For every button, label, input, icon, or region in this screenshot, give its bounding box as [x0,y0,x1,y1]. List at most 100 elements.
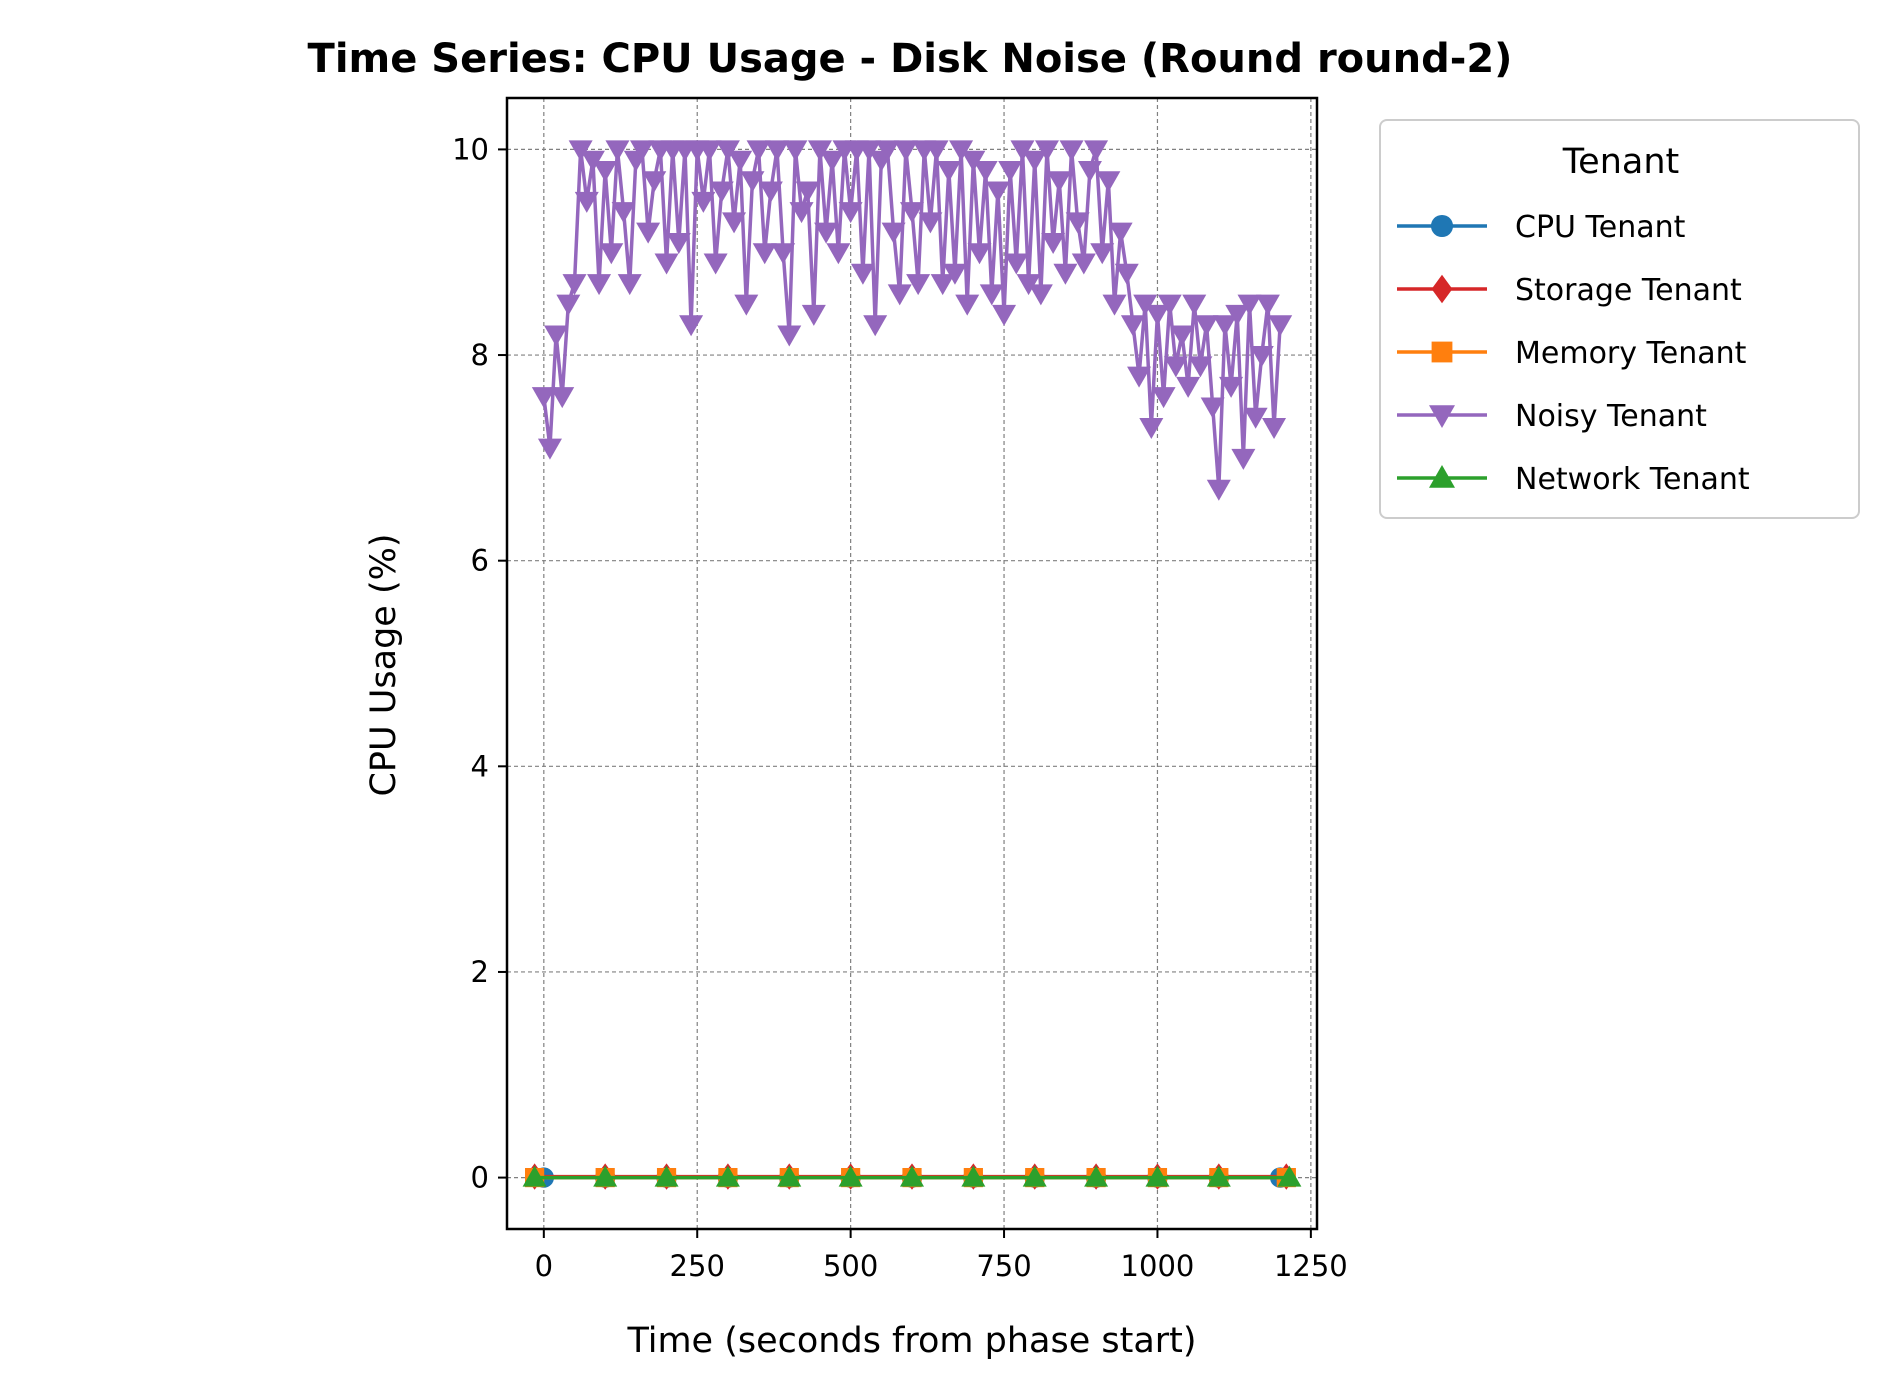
legend-item-storage-tenant: Storage Tenant [1397,273,1742,308]
data-point-noisy-tenant [1237,294,1262,316]
plot-frame [505,96,1319,1231]
legend-item-memory-tenant: Memory Tenant [1397,336,1747,371]
data-point-noisy-tenant [574,191,599,213]
legend-label-cpu-tenant: CPU Tenant [1515,210,1686,245]
data-point-noisy-tenant [679,315,704,337]
tick-layer: 0 250 500 750 1000 1250 0 2 4 6 8 10 [452,132,1348,1283]
x-tick-label: 250 [670,1249,725,1283]
data-point-noisy-tenant [783,140,808,162]
data-point-noisy-tenant [1188,356,1213,378]
data-point-noisy-tenant [857,140,882,162]
data-point-noisy-tenant [967,243,992,265]
data-point-noisy-tenant [1120,315,1145,337]
data-point-noisy-tenant [722,212,747,234]
legend: Tenant CPU Tenant Storage Tenant Memory Te… [1379,119,1860,519]
data-point-noisy-tenant [562,274,587,296]
data-point-noisy-tenant [550,387,575,409]
data-point-noisy-tenant [973,160,998,182]
data-point-noisy-tenant [1022,150,1047,172]
data-point-noisy-tenant [875,140,900,162]
data-point-noisy-tenant [1004,253,1029,275]
data-point-noisy-tenant [1170,325,1194,347]
data-point-noisy-tenant [1249,346,1274,368]
y-tick-label: 10 [452,132,489,166]
data-point-noisy-tenant [838,202,863,224]
data-point-noisy-tenant [1071,253,1096,275]
data-point-network-tenant [900,1165,924,1187]
data-point-noisy-tenant [789,202,814,224]
data-point-noisy-tenant [746,140,771,162]
data-point-noisy-tenant [1145,304,1170,326]
data-point-noisy-tenant [985,181,1010,203]
data-point-noisy-tenant [1206,479,1231,501]
data-point-noisy-tenant [1255,294,1280,316]
data-point-noisy-tenant [605,140,630,162]
data-point-noisy-tenant [1231,448,1256,470]
legend-marker-network-tenant [1429,465,1455,488]
data-point-noisy-tenant [734,294,759,316]
y-tick-label: 4 [471,749,489,783]
data-point-noisy-tenant [1065,212,1090,234]
data-point-noisy-tenant [1262,418,1287,440]
x-tick-label: 750 [976,1249,1031,1283]
data-point-noisy-tenant [1084,140,1109,162]
data-point-noisy-tenant [630,140,654,162]
data-point-noisy-tenant [900,202,924,224]
legend-marker-noisy-tenant [1429,405,1455,428]
data-point-noisy-tenant [979,284,1004,306]
legend-marker-storage-tenant [1431,274,1453,304]
data-point-noisy-tenant [942,263,967,285]
x-tick-label: 1000 [1121,1249,1195,1283]
data-point-noisy-tenant [697,140,722,162]
data-point-noisy-tenant [1077,160,1102,182]
data-point-noisy-tenant [801,304,826,326]
data-point-noisy-tenant [1090,243,1115,265]
data-point-network-tenant [1022,1165,1047,1187]
data-point-noisy-tenant [1176,376,1201,398]
data-point-noisy-tenant [881,222,906,244]
data-point-noisy-tenant [771,243,796,265]
data-point-noisy-tenant [611,202,636,224]
data-point-noisy-tenant [814,222,839,244]
data-point-noisy-tenant [949,140,974,162]
data-point-network-tenant [522,1165,547,1187]
legend-label-memory-tenant: Memory Tenant [1515,336,1747,371]
data-point-network-tenant [593,1165,618,1187]
legend-item-cpu-tenant: CPU Tenant [1397,210,1686,245]
y-tick-label: 2 [471,955,489,989]
data-point-noisy-tenant [709,181,734,203]
data-point-noisy-tenant [1139,418,1164,440]
data-point-network-tenant [1277,1165,1302,1187]
legend-marker-memory-tenant [1431,341,1453,363]
data-point-noisy-tenant [1219,376,1244,398]
legend-items: CPU Tenant Storage Tenant Memory Tenant Noi… [1397,210,1750,497]
data-point-noisy-tenant [1200,397,1225,419]
data-point-network-tenant [1084,1165,1109,1187]
data-point-noisy-tenant [955,294,980,316]
legend-item-noisy-tenant: Noisy Tenant [1397,399,1707,434]
y-axis-label: CPU Usage (%) [364,533,404,796]
data-point-noisy-tenant [992,304,1017,326]
data-point-noisy-tenant [556,294,581,316]
data-point-noisy-tenant [715,140,740,162]
data-point-noisy-tenant [654,253,679,275]
legend-label-network-tenant: Network Tenant [1515,462,1750,497]
data-point-noisy-tenant [887,284,912,306]
data-point-noisy-tenant [998,160,1023,182]
data-point-network-tenant [1206,1165,1231,1187]
data-point-noisy-tenant [795,181,820,203]
data-point-noisy-tenant [636,222,661,244]
data-point-noisy-tenant [642,171,667,193]
data-point-noisy-tenant [820,150,845,172]
data-point-noisy-tenant [1010,140,1035,162]
x-axis-label: Time (seconds from phase start) [626,1321,1196,1361]
data-point-noisy-tenant [568,140,593,162]
data-point-noisy-tenant [1047,171,1072,193]
legend-label-storage-tenant: Storage Tenant [1515,273,1742,308]
data-point-noisy-tenant [580,150,605,172]
data-point-noisy-tenant [1035,140,1059,162]
y-tick-label: 0 [471,1161,489,1195]
data-point-noisy-tenant [906,274,931,296]
